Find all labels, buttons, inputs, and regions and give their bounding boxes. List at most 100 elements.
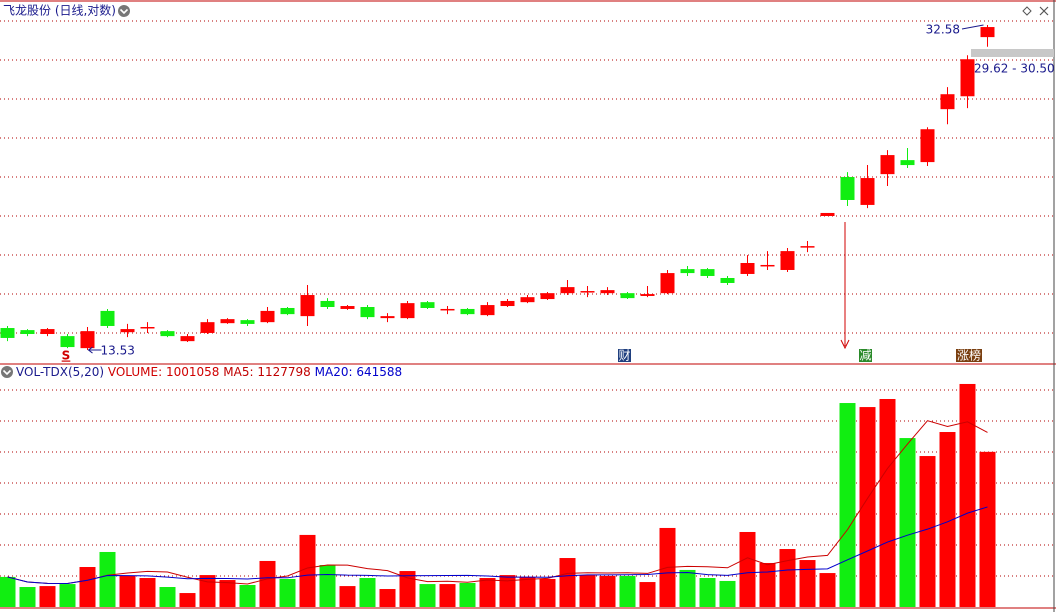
volume-bar — [479, 578, 496, 607]
candle-body — [600, 290, 615, 294]
candle-body — [300, 295, 315, 317]
volume-bar — [819, 573, 836, 607]
volume-bar — [439, 584, 456, 607]
volume-bar — [519, 576, 536, 607]
volume-bar — [539, 578, 556, 607]
candle-body — [20, 330, 35, 335]
candle-body — [520, 297, 535, 303]
candle-body — [140, 327, 155, 329]
volume-bar — [319, 564, 336, 607]
ma5-label: MA5: — [223, 365, 253, 379]
volume-bar — [79, 567, 96, 607]
candle-body — [400, 303, 415, 319]
candle-body — [240, 320, 255, 324]
candle-body — [860, 178, 875, 205]
volume-bar — [299, 534, 316, 607]
candle-body — [100, 310, 115, 326]
volume-bar — [159, 587, 176, 607]
gap-label: 29.62 - 30.50 — [974, 62, 1055, 76]
candle-body — [420, 302, 435, 308]
volume-collapse-button[interactable] — [1, 366, 13, 378]
candle-body — [560, 287, 575, 294]
candle-body — [780, 251, 795, 270]
candle-body — [200, 322, 215, 333]
volume-bar — [979, 451, 996, 607]
candle-body — [60, 336, 75, 348]
high-label: 32.58 — [926, 22, 960, 36]
volume-bar — [219, 580, 236, 607]
volume-bar — [379, 589, 396, 607]
volume-bar — [619, 576, 636, 607]
volume-bar — [339, 586, 356, 607]
volume-bar — [599, 576, 616, 607]
candle-body — [440, 308, 455, 311]
volume-value: 1001058 — [166, 365, 219, 379]
ma5-value: 1127798 — [257, 365, 310, 379]
s-marker: S — [62, 349, 71, 363]
reduce-badge-text: 减 — [859, 349, 871, 363]
volume-bar — [779, 549, 796, 607]
volume-header: VOL-TDX(5,20) VOLUME: 1001058 MA5: 11277… — [16, 365, 402, 379]
volume-bar — [639, 582, 656, 607]
candle-body — [940, 94, 955, 110]
candle-body — [920, 129, 935, 163]
list-badge[interactable] — [956, 349, 982, 362]
candle-body — [840, 177, 855, 200]
volume-bar — [179, 593, 196, 607]
chart-title: 飞龙股份 (日线,对数) — [3, 3, 116, 18]
indicator-name: VOL-TDX(5,20) — [16, 365, 104, 379]
candle-body — [500, 300, 515, 307]
signal-arrow-head — [840, 339, 850, 350]
volume-bar — [799, 560, 816, 607]
volume-bar — [39, 586, 56, 607]
volume-bar — [59, 584, 76, 607]
ma20-label: MA20: — [315, 365, 353, 379]
finance-badge[interactable] — [618, 349, 631, 362]
high-pointer — [961, 24, 984, 30]
ma5-line — [7, 420, 988, 585]
volume-bar — [699, 578, 716, 607]
candle-body — [120, 329, 135, 333]
candle-body — [320, 300, 335, 308]
close-button[interactable] — [1039, 6, 1049, 16]
volume-bar — [559, 558, 576, 607]
volume-bar — [959, 383, 976, 607]
candle-body — [380, 316, 395, 319]
candle-body — [980, 27, 995, 38]
gap-band — [971, 49, 1054, 57]
candle-body — [760, 264, 775, 267]
volume-label: VOLUME: — [108, 365, 162, 379]
diamond-button[interactable] — [1022, 6, 1032, 16]
volume-bar — [359, 578, 376, 607]
volume-bar — [679, 569, 696, 607]
volume-bar — [759, 562, 776, 607]
candle-body — [160, 331, 175, 337]
volume-bar — [579, 575, 596, 607]
volume-bar — [499, 575, 516, 607]
candle-body — [900, 160, 915, 166]
low-pointer — [87, 346, 102, 354]
volume-bar — [419, 584, 436, 607]
volume-bar — [719, 580, 736, 607]
candle-body — [0, 328, 15, 338]
volume-bar — [899, 438, 916, 607]
ma20-value: 641588 — [356, 365, 402, 379]
candle-body — [180, 336, 195, 342]
candle-body — [360, 307, 375, 318]
candle-body — [80, 331, 95, 349]
candle-body — [260, 310, 275, 323]
volume-bar — [399, 571, 416, 607]
volume-bar — [139, 578, 156, 607]
candle-body — [800, 246, 815, 248]
reduce-badge[interactable] — [859, 349, 872, 362]
volume-bar — [859, 407, 876, 607]
candle-body — [680, 269, 695, 274]
collapse-button[interactable] — [118, 5, 130, 17]
volume-bar — [199, 575, 216, 607]
candle-body — [820, 212, 835, 216]
candle-body — [480, 305, 495, 316]
volume-bar — [259, 560, 276, 607]
list-badge-text: 涨榜 — [957, 348, 981, 363]
